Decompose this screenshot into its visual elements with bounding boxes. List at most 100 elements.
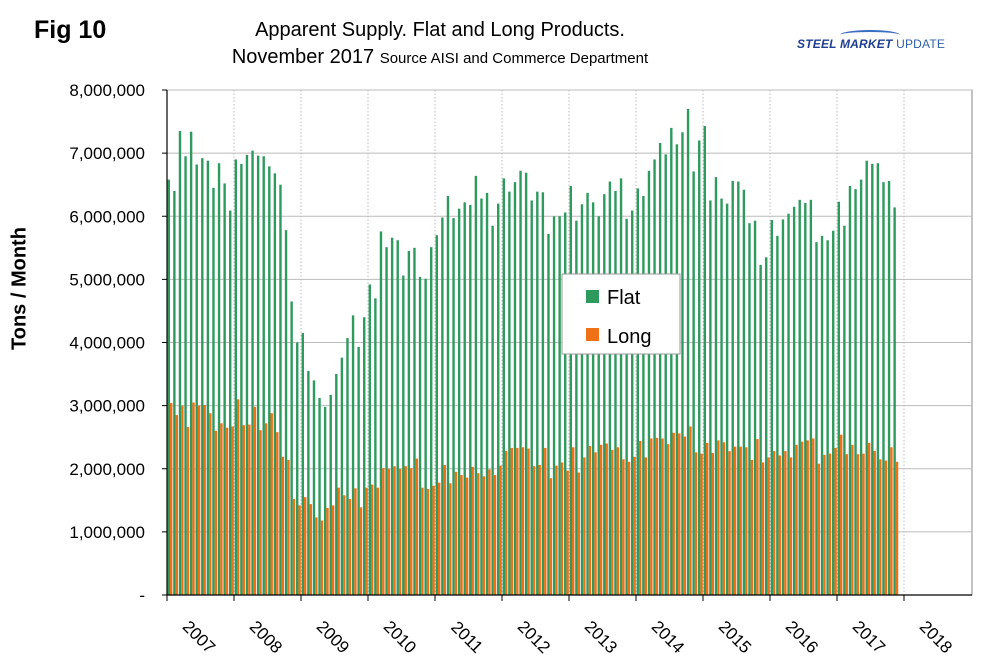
long-bar xyxy=(650,438,653,595)
long-bar xyxy=(337,487,340,595)
long-bar xyxy=(521,447,525,595)
long-bar xyxy=(538,464,541,595)
flat-bar xyxy=(658,143,662,595)
flat-bar xyxy=(167,179,170,595)
long-bar xyxy=(884,460,888,595)
flat-bar xyxy=(379,231,383,595)
flat-bar xyxy=(765,257,768,595)
flat-bar xyxy=(647,170,651,596)
flat-bar xyxy=(480,198,483,595)
flat-bar xyxy=(742,189,746,596)
long-bar xyxy=(315,517,318,595)
long-bar xyxy=(879,459,882,595)
long-bar xyxy=(477,473,480,595)
flat-bar xyxy=(217,163,221,596)
long-bar xyxy=(733,446,737,595)
long-bar xyxy=(382,468,385,595)
long-bar xyxy=(778,455,781,595)
flat-bar xyxy=(173,191,176,595)
flat-bar xyxy=(329,394,332,595)
flat-bar xyxy=(385,247,388,595)
flat-bar xyxy=(357,346,360,595)
long-bar xyxy=(828,453,832,595)
long-bar xyxy=(264,423,268,595)
flat-bar xyxy=(497,203,500,596)
flat-bar xyxy=(826,240,829,596)
flat-bar xyxy=(748,223,751,595)
long-bar xyxy=(611,449,614,595)
flat-bar xyxy=(569,185,572,595)
flat-bar xyxy=(446,196,450,596)
long-bar xyxy=(633,456,636,595)
flat-bar xyxy=(787,213,790,596)
flat-bar xyxy=(284,230,288,595)
long-bar xyxy=(572,447,575,595)
long-bar xyxy=(583,457,586,595)
flat-bar xyxy=(296,342,299,595)
long-bar xyxy=(505,451,508,595)
long-bar xyxy=(639,440,642,595)
long-bar xyxy=(566,470,569,595)
legend: Flat Long xyxy=(561,273,681,355)
flat-bar xyxy=(363,317,366,595)
flat-bar xyxy=(245,155,249,595)
long-bar xyxy=(281,456,285,595)
flat-bar xyxy=(804,202,807,596)
long-bar xyxy=(694,452,698,595)
legend-long-label: Long xyxy=(607,326,652,348)
long-bar xyxy=(711,452,714,595)
flat-bar xyxy=(524,172,528,595)
long-bar xyxy=(672,432,675,595)
long-bar xyxy=(862,453,865,595)
flat-bar xyxy=(725,203,729,596)
flat-bar xyxy=(608,181,612,595)
flat-bar xyxy=(418,276,422,595)
long-bar xyxy=(532,466,536,595)
flat-bar xyxy=(346,338,349,595)
flat-bar xyxy=(541,192,545,595)
y-tick-label: - xyxy=(139,586,145,605)
long-bar xyxy=(806,440,809,595)
long-bar xyxy=(605,443,608,595)
flat-bar xyxy=(552,216,556,595)
long-bar xyxy=(309,504,312,595)
long-bar xyxy=(376,487,379,595)
long-bar xyxy=(387,468,391,595)
flat-bar xyxy=(698,140,701,595)
long-bar xyxy=(555,465,558,595)
flat-bar xyxy=(530,200,533,595)
x-tick-label: 2015 xyxy=(715,617,755,657)
long-bar xyxy=(683,436,687,595)
long-bar xyxy=(259,430,262,595)
flat-bar xyxy=(279,184,282,595)
flat-bar xyxy=(323,406,327,595)
long-bar xyxy=(354,488,357,595)
long-bar xyxy=(304,497,307,595)
long-bar xyxy=(175,415,178,595)
flat-bar xyxy=(714,177,718,596)
long-bar xyxy=(689,426,692,595)
long-bar xyxy=(287,459,290,595)
flat-bar xyxy=(251,150,254,595)
flat-bar xyxy=(407,250,411,595)
flat-bar xyxy=(413,247,416,595)
flat-bar xyxy=(642,196,645,596)
flat-bar xyxy=(631,210,634,595)
flat-bar xyxy=(692,171,695,595)
flat-bar xyxy=(815,242,818,595)
long-bar xyxy=(812,438,815,595)
flat-bar xyxy=(809,199,813,595)
flat-bar xyxy=(463,202,466,596)
flat-bar xyxy=(340,357,344,595)
flat-bar xyxy=(206,160,210,595)
long-bar xyxy=(432,485,435,595)
long-bar xyxy=(242,425,245,595)
flat-bar xyxy=(212,187,215,595)
long-bar xyxy=(678,433,681,595)
axes xyxy=(162,89,972,601)
x-tick-label: 2013 xyxy=(581,617,621,657)
flat-bar xyxy=(474,175,478,595)
long-bar xyxy=(588,446,592,595)
long-bar xyxy=(343,495,346,595)
